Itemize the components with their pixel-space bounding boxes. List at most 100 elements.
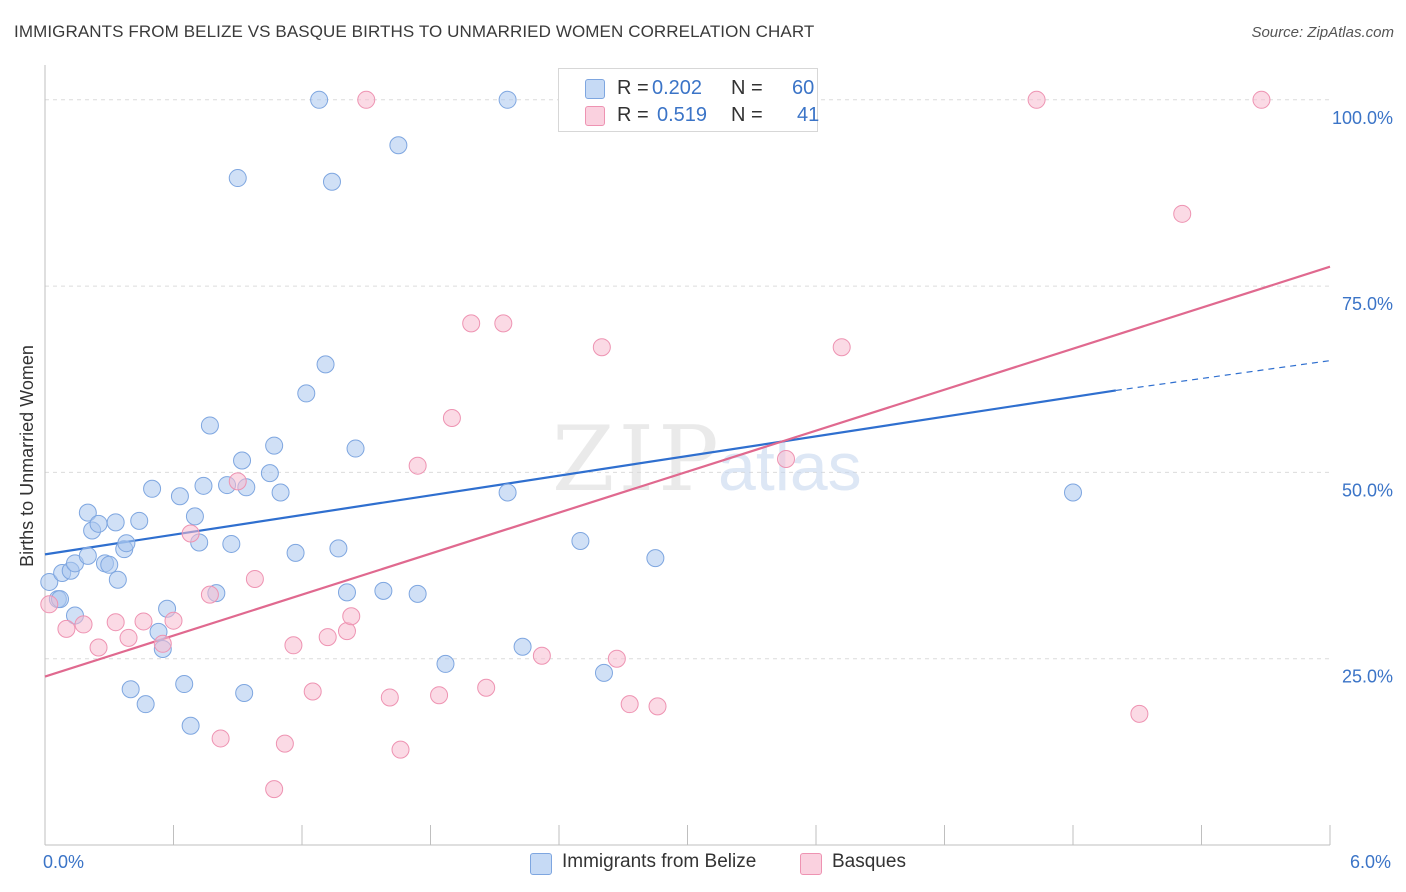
data-point (185, 507, 204, 526)
belize-trend-line (44, 389, 1116, 556)
legend-swatch-basques (800, 853, 822, 875)
y-tick-label: 50.0% (1342, 480, 1393, 500)
data-point (357, 90, 376, 109)
legend-swatch-basques (585, 106, 605, 126)
data-point (286, 543, 305, 562)
data-point (389, 136, 408, 155)
data-point (130, 511, 149, 530)
data-point (265, 780, 284, 799)
y-tick-label: 100.0% (1332, 108, 1393, 128)
data-point (498, 483, 517, 502)
data-point (89, 514, 108, 533)
legend-label-basques: Basques (832, 851, 906, 872)
data-point (380, 688, 399, 707)
data-point (100, 555, 119, 574)
data-point (74, 615, 93, 634)
data-point (607, 649, 626, 668)
data-point (322, 172, 341, 191)
data-point (222, 534, 241, 553)
data-point (316, 355, 335, 374)
basques-trend-line (44, 265, 1331, 678)
data-point (832, 338, 851, 357)
data-point (646, 549, 665, 568)
data-point (106, 513, 125, 532)
data-point (513, 637, 532, 656)
data-point (498, 90, 517, 109)
legend-label-belize: Immigrants from Belize (562, 851, 757, 872)
data-point (200, 585, 219, 604)
data-point (777, 449, 796, 468)
data-point (117, 534, 136, 553)
data-point (136, 695, 155, 714)
data-point (303, 682, 322, 701)
data-point (265, 436, 284, 455)
data-point (271, 483, 290, 502)
data-point (170, 487, 189, 506)
data-point (164, 611, 183, 630)
data-point (310, 90, 329, 109)
y-tick-label: 25.0% (1342, 667, 1393, 687)
data-point (284, 636, 303, 655)
data-point (342, 607, 361, 626)
data-point (108, 570, 127, 589)
data-point (228, 169, 247, 188)
data-points (40, 90, 1271, 799)
data-point (1064, 483, 1082, 502)
legend-swatch-belize (585, 79, 605, 99)
data-point (233, 451, 252, 470)
data-point (462, 314, 481, 333)
data-point (235, 683, 254, 702)
data-point (194, 476, 213, 495)
data-point (78, 546, 97, 565)
data-point (477, 678, 496, 697)
correlation-legend: R = 0.202 N = 60 R = 0.519 N = 41 (558, 68, 820, 132)
data-point (57, 619, 76, 638)
legend-r-key: R = (617, 77, 649, 99)
legend-n-key: N = (731, 77, 763, 99)
data-point (40, 572, 59, 591)
trend-lines (44, 265, 1331, 678)
legend-n-value: 41 (797, 104, 820, 126)
y-tick-labels: 25.0% 50.0% 75.0% 100.0% (1332, 108, 1393, 687)
data-point (430, 686, 449, 705)
data-point (391, 740, 410, 759)
legend-n-key: N = (731, 104, 763, 126)
data-point (78, 503, 97, 522)
data-point (143, 479, 162, 498)
chart-source: Source: ZipAtlas.com (1251, 24, 1394, 41)
data-point (337, 622, 356, 641)
data-point (211, 729, 230, 748)
data-point (346, 439, 365, 458)
data-point (228, 472, 247, 491)
legend-r-value: 0.202 (652, 77, 703, 99)
data-point (260, 464, 279, 483)
data-point (592, 338, 611, 357)
data-point (1027, 90, 1046, 109)
data-point (494, 314, 513, 333)
data-point (620, 695, 639, 714)
data-point (337, 583, 356, 602)
data-point (436, 654, 455, 673)
data-point (175, 675, 194, 694)
data-point (181, 524, 200, 543)
data-point (40, 595, 59, 614)
chart-title: IMMIGRANTS FROM BELIZE VS BASQUE BIRTHS … (14, 22, 815, 41)
data-point (442, 409, 461, 428)
legend-swatch-belize (530, 853, 552, 875)
data-point (571, 531, 590, 550)
y-tick-label: 75.0% (1342, 294, 1393, 314)
data-point (408, 584, 427, 603)
x-axis-max-label: 6.0% (1350, 852, 1392, 872)
data-point (134, 612, 153, 631)
data-point (89, 638, 108, 657)
data-point (408, 456, 427, 475)
watermark: ZIP atlas (552, 407, 862, 512)
data-point (329, 539, 348, 558)
data-point (594, 663, 613, 682)
data-point (200, 416, 219, 435)
legend-r-key: R = (617, 104, 649, 126)
data-point (1173, 204, 1192, 223)
legend-n-value: 60 (792, 77, 815, 99)
data-point (119, 628, 138, 647)
